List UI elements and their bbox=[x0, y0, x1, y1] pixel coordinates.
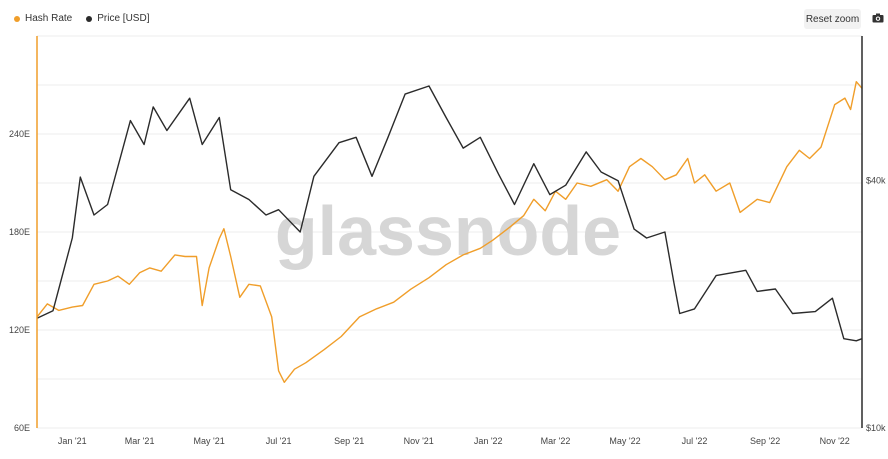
y-left-tick-label: 60E bbox=[14, 423, 30, 433]
x-tick-label: Jul '22 bbox=[682, 436, 708, 446]
y-axis-left-ticks: 60E 120E 180E 240E bbox=[9, 129, 30, 433]
legend-item-hash-rate[interactable]: Hash Rate bbox=[14, 13, 72, 24]
y-left-tick-label: 180E bbox=[9, 227, 30, 237]
legend-label-price: Price [USD] bbox=[97, 13, 150, 24]
y-right-tick-label: $40k bbox=[866, 176, 886, 186]
x-tick-label: Mar '21 bbox=[125, 436, 155, 446]
price-dot-icon bbox=[86, 15, 93, 22]
series-line-hash-rate bbox=[36, 81, 863, 383]
x-tick-label: Jan '21 bbox=[58, 436, 87, 446]
chart-legend: Hash Rate Price [USD] bbox=[14, 13, 149, 24]
legend-item-price[interactable]: Price [USD] bbox=[86, 13, 149, 24]
x-tick-label: Jan '22 bbox=[474, 436, 503, 446]
x-tick-label: Sep '21 bbox=[334, 436, 364, 446]
watermark: glassnode bbox=[275, 192, 621, 270]
series-group bbox=[36, 81, 863, 383]
camera-icon[interactable] bbox=[872, 13, 884, 23]
y-axis-right-ticks: $10k $40k bbox=[866, 176, 886, 433]
y-left-tick-label: 240E bbox=[9, 129, 30, 139]
grid-lines bbox=[37, 35, 862, 429]
reset-zoom-button[interactable]: Reset zoom bbox=[804, 9, 861, 29]
x-tick-label: Jul '21 bbox=[266, 436, 292, 446]
x-tick-label: Nov '21 bbox=[404, 436, 434, 446]
legend-label-hash-rate: Hash Rate bbox=[25, 13, 73, 24]
hash-rate-dot-icon bbox=[14, 15, 20, 22]
x-tick-label: Nov '22 bbox=[820, 436, 850, 446]
x-tick-label: Mar '22 bbox=[541, 436, 571, 446]
x-axis-ticks: Jan '21 Mar '21 May '21 Jul '21 Sep '21 Nov '… bbox=[58, 436, 850, 446]
x-tick-label: May '22 bbox=[609, 436, 640, 446]
x-tick-label: May '21 bbox=[193, 436, 224, 446]
y-right-tick-label: $10k bbox=[866, 423, 886, 433]
x-tick-label: Sep '22 bbox=[750, 436, 780, 446]
y-left-tick-label: 120E bbox=[9, 325, 30, 335]
series-line-price bbox=[36, 85, 863, 342]
axes-group bbox=[36, 36, 863, 428]
